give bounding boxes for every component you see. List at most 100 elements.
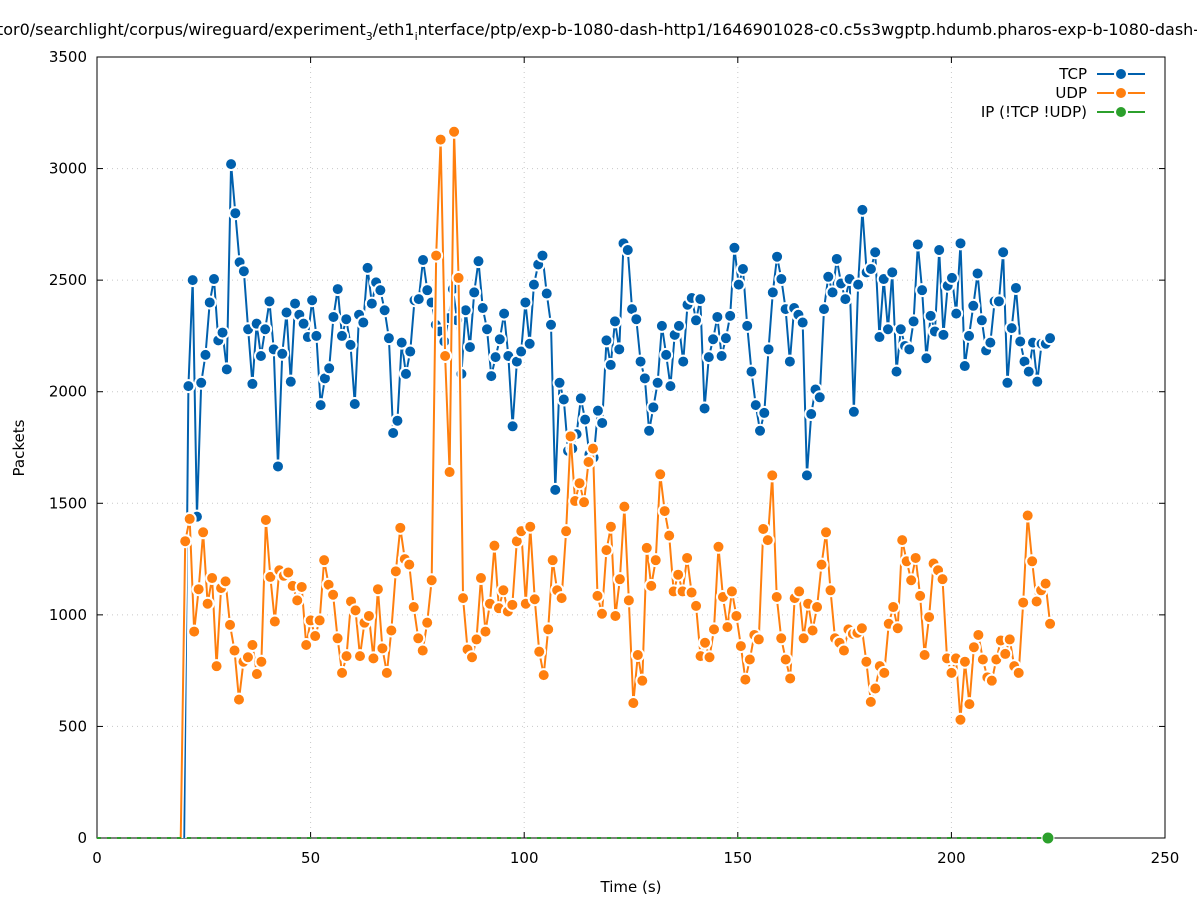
legend-label: IP (!TCP !UDP) <box>981 103 1087 121</box>
plot-border <box>96 56 1166 839</box>
data-point <box>181 379 196 394</box>
data-point <box>706 622 721 637</box>
data-point <box>659 347 674 362</box>
data-point <box>191 582 206 597</box>
data-point <box>263 569 278 584</box>
data-point <box>294 579 309 594</box>
data-point <box>889 364 904 379</box>
data-point <box>1016 595 1031 610</box>
data-point <box>984 673 999 688</box>
data-point <box>838 292 853 307</box>
data-point <box>467 285 482 300</box>
data-point <box>913 588 928 603</box>
data-point <box>245 637 260 652</box>
data-point <box>1020 508 1035 523</box>
data-point <box>974 313 989 328</box>
data-point <box>671 318 686 333</box>
data-point <box>760 533 775 548</box>
chart-title: tor0/searchlight/corpus/wireguard/experi… <box>0 20 1197 43</box>
data-point <box>207 272 222 287</box>
series-tcp <box>181 157 1058 839</box>
data-point <box>215 325 230 340</box>
data-point <box>322 361 337 376</box>
data-point <box>469 632 484 647</box>
y-tick-label: 2000 <box>49 383 87 401</box>
data-point <box>723 308 738 323</box>
data-point <box>735 261 750 276</box>
data-point <box>783 671 798 686</box>
data-point <box>603 519 618 534</box>
data-point <box>253 349 268 364</box>
data-point <box>249 666 264 681</box>
data-point <box>612 572 627 587</box>
data-point <box>572 476 587 491</box>
data-point <box>393 520 408 535</box>
data-point <box>590 588 605 603</box>
data-point <box>795 315 810 330</box>
y-tick-label: 3500 <box>49 48 87 66</box>
data-point <box>451 270 466 285</box>
data-point <box>194 375 209 390</box>
data-point <box>851 277 866 292</box>
data-point <box>339 649 354 664</box>
data-point <box>196 525 211 540</box>
data-point <box>1025 554 1040 569</box>
data-point <box>527 592 542 607</box>
data-point <box>573 391 588 406</box>
data-point <box>326 587 341 602</box>
legend-marker <box>1114 67 1128 81</box>
data-point <box>492 332 507 347</box>
data-point <box>906 314 921 329</box>
data-point <box>505 419 520 434</box>
data-point <box>554 591 569 606</box>
data-point <box>548 482 563 497</box>
data-point <box>577 495 592 510</box>
data-point <box>983 335 998 350</box>
data-point <box>416 253 431 268</box>
data-point <box>998 646 1013 661</box>
data-point <box>258 513 273 528</box>
data-point <box>556 392 571 407</box>
data-point <box>390 413 405 428</box>
data-point <box>224 157 239 172</box>
data-point <box>799 468 814 483</box>
data-point <box>765 285 780 300</box>
data-point <box>228 206 243 221</box>
data-point <box>219 362 234 377</box>
data-point <box>258 322 273 337</box>
data-point <box>701 350 716 365</box>
data-point <box>487 538 502 553</box>
data-point <box>774 631 789 646</box>
data-point <box>829 251 844 266</box>
data-point <box>626 695 641 710</box>
y-tick-label: 1000 <box>49 606 87 624</box>
data-point <box>740 318 755 333</box>
data-point <box>245 376 260 391</box>
data-point <box>536 668 551 683</box>
data-point <box>922 610 937 625</box>
data-point <box>662 528 677 543</box>
data-point <box>637 371 652 386</box>
data-point <box>475 301 490 316</box>
x-tick-label: 50 <box>301 849 320 867</box>
data-point <box>236 264 251 279</box>
data-point <box>966 640 981 655</box>
data-point <box>1030 374 1045 389</box>
data-point <box>590 403 605 418</box>
data-point <box>671 567 686 582</box>
data-point <box>283 374 298 389</box>
data-point <box>935 572 950 587</box>
x-tick-label: 0 <box>92 849 102 867</box>
data-point <box>543 317 558 332</box>
data-point <box>578 412 593 427</box>
data-point <box>617 499 632 514</box>
data-point <box>411 631 426 646</box>
data-point <box>639 540 654 555</box>
data-point <box>646 400 661 415</box>
y-axis-label: Packets <box>10 419 28 476</box>
data-point <box>356 315 371 330</box>
data-point <box>370 582 385 597</box>
data-point <box>296 316 311 331</box>
data-point <box>962 697 977 712</box>
data-point <box>724 584 739 599</box>
